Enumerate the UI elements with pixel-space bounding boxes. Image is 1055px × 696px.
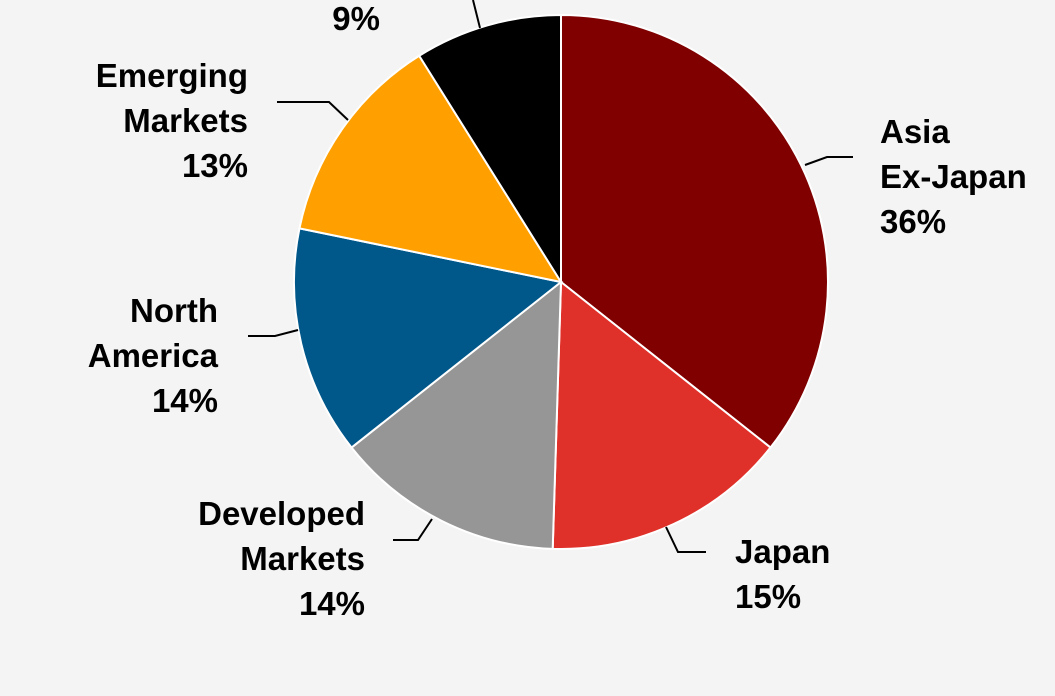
slice-name-label: Asia [880,113,950,150]
pie-slice-1 [551,279,772,550]
leader-line-5 [472,0,481,29]
slice-name-label: Ex-Japan [880,158,1027,195]
slice-name-label: Developed [198,495,365,532]
slice-label-5: 9% [332,0,380,37]
leader-line-4 [277,101,349,121]
slice-label-2: Developed Markets 14% [198,495,365,622]
leader-lines [248,0,853,553]
slice-label-1: Japan 15% [735,533,830,615]
slice-name-label: Emerging [96,57,248,94]
pie-slices [293,13,829,550]
slice-label-4: Emerging Markets 13% [96,57,248,184]
pie-slice-4 [298,54,564,284]
pie-slice-5 [417,13,562,286]
leader-line-2 [393,518,433,541]
slice-value-label: 9% [332,0,380,37]
slice-value-label: 15% [735,578,801,615]
slice-value-label: 36% [880,203,946,240]
slice-value-label: 13% [182,147,248,184]
slice-label-3: North America 14% [88,292,219,419]
slice-name-label: Markets [123,102,248,139]
slice-value-label: 14% [152,382,218,419]
pie-slice-2 [350,279,563,550]
slice-label-0: Asia Ex-Japan 36% [880,113,1027,240]
leader-line-1 [665,526,706,553]
slice-labels: Asia Ex-Japan 36% Japan 15% Developed Markets 1… [88,0,1027,622]
pie-slice-0 [560,13,829,449]
slice-name-label: Japan [735,533,830,570]
slice-value-label: 14% [299,585,365,622]
leader-line-0 [804,156,853,166]
leader-line-3 [248,329,299,337]
slice-name-label: America [88,337,219,374]
slice-name-label: North [130,292,218,329]
slice-name-label: Markets [240,540,365,577]
pie-slice-3 [293,227,564,449]
